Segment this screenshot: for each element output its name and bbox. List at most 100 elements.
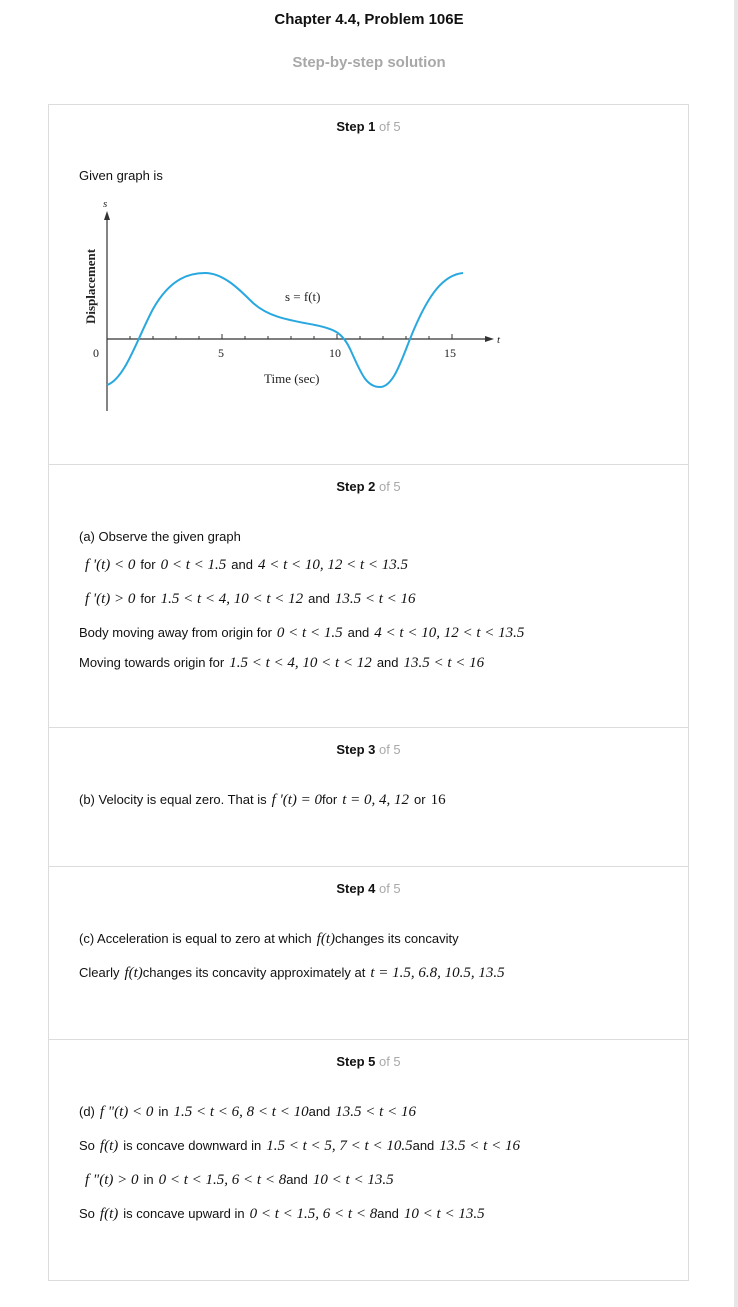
step-1-intro: Given graph is [79,168,163,183]
math-expression: 1.5 < t < 4, 10 < t < 12 [160,591,304,607]
tick-label-0: 0 [93,346,99,360]
text: in [158,1104,169,1119]
math-expression: 0 < t < 1.5 [276,625,343,641]
step-count: of 5 [375,119,401,134]
s-axis-label: s [103,199,107,210]
text: and [412,1138,435,1153]
step-count: of 5 [375,881,401,896]
curve-s-equals-f-of-t [106,271,464,389]
text: in [143,1172,154,1187]
text: for [140,591,156,606]
step-2-line-4: Moving towards origin for 1.5 < t < 4, 10… [79,655,484,672]
step-number: Step 2 [336,479,376,494]
x-axis-arrow [485,336,494,342]
step-1-header: Step 1 of 5 [49,119,688,134]
math-expression: 1.5 < t < 5, 7 < t < 10.5 [266,1138,413,1154]
math-expression: 1.5 < t < 4, 10 < t < 12 [229,655,372,671]
math-expression: 10 < t < 13.5 [403,1206,485,1222]
step-4-header: Step 4 of 5 [49,881,688,896]
text: So [79,1206,95,1221]
text: is concave upward in [123,1206,245,1221]
page-subtitle: Step-by-step solution [292,54,446,71]
text: and [286,1172,308,1187]
step-3-header: Step 3 of 5 [49,742,688,757]
text: changes its concavity approximately at [142,965,366,980]
step-2-line-3: Body moving away from origin for 0 < t < … [79,625,524,642]
step-5-header: Step 5 of 5 [49,1054,688,1069]
math-expression: t = 1.5, 6.8, 10.5, 13.5 [370,965,505,981]
t-axis-label: t [497,334,501,346]
step-5-card: Step 5 of 5 (d) f "(t) < 0 in 1.5 < t < 6, … [48,1039,689,1281]
math-expression: 10 < t < 13.5 [312,1172,394,1188]
step-number: Step 5 [336,1054,376,1069]
step-5-line-2: So f(t) is concave downward in 1.5 < t < 5,… [79,1138,520,1155]
math-expression: f "(t) < 0 [99,1104,154,1120]
text: and [308,591,330,606]
math-expression: 13.5 < t < 16 [335,1104,416,1120]
tick-label-15: 15 [444,346,456,360]
text: and [377,1206,399,1221]
y-axis-arrow [104,211,110,220]
curve-label: s = f(t) [285,289,321,304]
text: changes its concavity [335,931,459,946]
text: is concave downward in [123,1138,262,1153]
step-4-line-2: Clearly f(t)changes its concavity approxi… [79,965,505,982]
x-ticks [129,334,453,339]
math-expression: f "(t) > 0 [85,1172,139,1188]
step-2-header: Step 2 of 5 [49,479,688,494]
math-expression: 1.5 < t < 6, 8 < t < 10 [173,1104,309,1120]
step-count: of 5 [375,479,401,494]
step-5-line-3: f "(t) > 0 in 0 < t < 1.5, 6 < t < 8and 10 … [85,1172,394,1189]
math-expression: 4 < t < 10, 12 < t < 13.5 [257,557,409,573]
text: and [347,625,370,640]
text: for [322,792,338,807]
text: So [79,1138,95,1153]
text: Body moving away from origin for [79,625,272,640]
step-number: Step 1 [336,119,376,134]
text: for [140,557,156,572]
step-2-card: Step 2 of 5 (a) Observe the given graph … [48,464,689,728]
math-expression: 16 [430,792,446,808]
displacement-graph: s t s = f(t) Displacement Time (sec) 0 5… [83,199,501,411]
math-expression: 13.5 < t < 16 [439,1138,520,1154]
page-edge [734,0,738,1307]
step-number: Step 3 [336,742,376,757]
math-expression: 13.5 < t < 16 [334,591,416,607]
step-number: Step 4 [336,881,376,896]
y-axis-title: Displacement [83,248,98,324]
math-expression: 13.5 < t < 16 [403,655,485,671]
step-1-card: Step 1 of 5 Given graph is s t s = f(t) … [48,104,689,465]
x-axis-title: Time (sec) [264,371,320,386]
math-expression: 0 < t < 1.5 [160,557,227,573]
math-expression: f '(t) > 0 [85,591,136,607]
step-3-card: Step 3 of 5 (b) Velocity is equal zero. … [48,727,689,867]
tick-label-5: 5 [218,346,224,360]
step-5-line-1: (d) f "(t) < 0 in 1.5 < t < 6, 8 < t < 10an… [79,1104,416,1121]
step-5-line-4: So f(t) is concave upward in 0 < t < 1.5, 6… [79,1206,485,1223]
math-expression: f(t) [99,1138,119,1154]
step-2-intro: (a) Observe the given graph [79,529,241,544]
step-4-line-1: (c) Acceleration is equal to zero at whi… [79,931,459,948]
text: (b) Velocity is equal zero. That is [79,792,267,807]
math-expression: 0 < t < 1.5, 6 < t < 8 [249,1206,378,1222]
math-expression: f '(t) = 0 [271,792,323,808]
math-expression: f '(t) < 0 [85,557,136,573]
text: (c) Acceleration is equal to zero at whi… [79,931,312,946]
step-4-card: Step 4 of 5 (c) Acceleration is equal to… [48,866,689,1040]
math-expression: f(t) [124,965,143,981]
math-expression: t = 0, 4, 12 [342,792,409,808]
text: (d) [79,1104,95,1119]
math-expression: 0 < t < 1.5, 6 < t < 8 [158,1172,287,1188]
math-expression: 4 < t < 10, 12 < t < 13.5 [374,625,525,641]
text: and [231,557,253,572]
step-count: of 5 [375,1054,401,1069]
math-expression: f(t) [316,931,335,947]
text: and [376,655,399,670]
step-3-line-1: (b) Velocity is equal zero. That is f '(t… [79,792,446,809]
math-expression: f(t) [99,1206,119,1222]
step-2-line-1: f '(t) < 0 for 0 < t < 1.5 and 4 < t < 10, 1… [85,557,408,574]
text: Clearly [79,965,120,980]
text: Moving towards origin for [79,655,225,670]
text: or [414,792,426,807]
text: and [308,1104,331,1119]
